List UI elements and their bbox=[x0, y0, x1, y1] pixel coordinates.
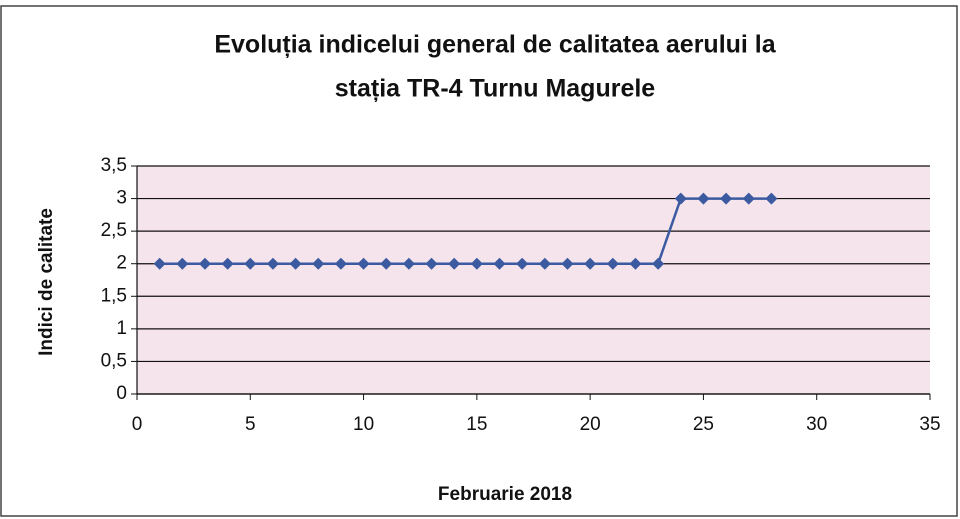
data-point bbox=[516, 257, 529, 270]
data-point bbox=[652, 257, 665, 270]
y-tick-label: 2 bbox=[116, 253, 127, 274]
data-point bbox=[312, 257, 325, 270]
y-tick-label: 0 bbox=[116, 383, 127, 404]
x-tick-label: 5 bbox=[245, 414, 256, 435]
data-point bbox=[448, 257, 461, 270]
plot-area bbox=[137, 166, 930, 394]
data-point bbox=[697, 192, 710, 205]
data-point bbox=[289, 257, 302, 270]
x-axis-title: Februarie 2018 bbox=[438, 484, 572, 505]
data-point bbox=[244, 257, 257, 270]
data-point bbox=[380, 257, 393, 270]
y-tick-label: 0,5 bbox=[101, 350, 127, 371]
data-point bbox=[176, 257, 189, 270]
data-point bbox=[674, 192, 687, 205]
data-point bbox=[425, 257, 438, 270]
x-tick-label: 0 bbox=[132, 414, 143, 435]
data-point bbox=[221, 257, 234, 270]
x-tick-label: 30 bbox=[806, 414, 827, 435]
x-tick-label: 25 bbox=[693, 414, 714, 435]
y-tick-label: 3,5 bbox=[101, 155, 127, 176]
x-tick-label: 20 bbox=[580, 414, 601, 435]
y-axis-title: Indici de calitate bbox=[36, 208, 57, 356]
y-tick-label: 3 bbox=[116, 188, 127, 209]
data-point bbox=[402, 257, 415, 270]
data-line bbox=[159, 197, 772, 265]
data-point bbox=[198, 257, 211, 270]
x-tick-label: 10 bbox=[353, 414, 374, 435]
chart-title: stația TR-4 Turnu Magurele bbox=[335, 75, 656, 103]
data-point bbox=[334, 257, 347, 270]
chart-title: Evoluția indicelui general de calitatea … bbox=[214, 31, 776, 59]
data-point bbox=[153, 257, 166, 270]
data-point bbox=[538, 257, 551, 270]
data-point bbox=[765, 192, 778, 205]
x-tick-label: 15 bbox=[466, 414, 487, 435]
data-point bbox=[720, 192, 733, 205]
data-point bbox=[742, 192, 755, 205]
data-point bbox=[629, 257, 642, 270]
y-tick-label: 1,5 bbox=[101, 285, 127, 306]
y-tick-label: 1 bbox=[116, 318, 127, 339]
x-tick-label: 35 bbox=[919, 414, 940, 435]
data-point bbox=[357, 257, 370, 270]
y-tick-label: 2,5 bbox=[101, 220, 127, 241]
data-point bbox=[470, 257, 483, 270]
data-point bbox=[584, 257, 597, 270]
data-point bbox=[561, 257, 574, 270]
data-point bbox=[266, 257, 279, 270]
data-point bbox=[493, 257, 506, 270]
data-point bbox=[606, 257, 619, 270]
